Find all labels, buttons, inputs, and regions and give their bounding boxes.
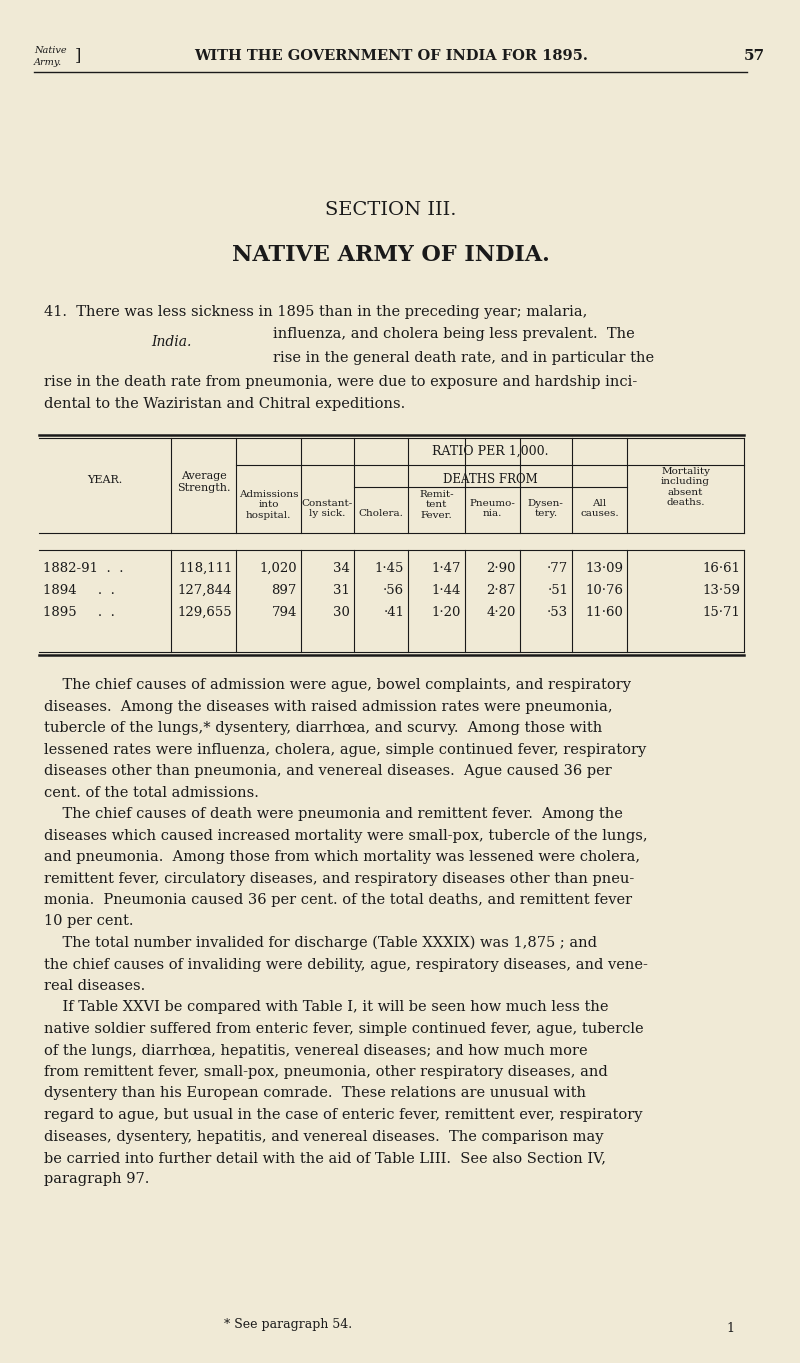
Text: 1·45: 1·45 [375,562,404,574]
Text: 15·71: 15·71 [702,605,740,619]
Text: and pneumonia.  Among those from which mortality was lessened were cholera,: and pneumonia. Among those from which mo… [44,851,640,864]
Text: 127,844: 127,844 [178,583,233,597]
Text: 30: 30 [333,605,350,619]
Text: lessened rates were influenza, cholera, ague, simple continued fever, respirator: lessened rates were influenza, cholera, … [44,743,646,756]
Text: All
causes.: All causes. [580,499,619,518]
Text: real diseases.: real diseases. [44,979,145,994]
Text: Average
Strength.: Average Strength. [177,472,230,492]
Text: Admissions
into
hospital.: Admissions into hospital. [239,491,298,519]
Text: 13·09: 13·09 [585,562,623,574]
Text: 31: 31 [333,583,350,597]
Text: Constant-
ly sick.: Constant- ly sick. [302,499,353,518]
Text: YEAR.: YEAR. [87,474,122,485]
Text: ·77: ·77 [547,562,568,574]
Text: 10·76: 10·76 [585,583,623,597]
Text: 1882-91  .  .: 1882-91 . . [43,562,123,574]
Text: 4·20: 4·20 [486,605,516,619]
Text: Mortality
including
absent
deaths.: Mortality including absent deaths. [661,468,710,507]
Text: be carried into further detail with the aid of Table LIII.  See also Section IV,: be carried into further detail with the … [44,1150,606,1165]
Text: The chief causes of admission were ague, bowel complaints, and respiratory: The chief causes of admission were ague,… [44,677,631,692]
Text: diseases other than pneumonia, and venereal diseases.  Ague caused 36 per: diseases other than pneumonia, and vener… [44,765,612,778]
Text: 794: 794 [271,605,297,619]
Text: 1·44: 1·44 [431,583,461,597]
Text: monia.  Pneumonia caused 36 per cent. of the total deaths, and remittent fever: monia. Pneumonia caused 36 per cent. of … [44,893,632,906]
Text: 34: 34 [333,562,350,574]
Text: the chief causes of invaliding were debility, ague, respiratory diseases, and ve: the chief causes of invaliding were debi… [44,957,648,972]
Text: 1894     .  .: 1894 . . [43,583,115,597]
Text: 2·87: 2·87 [486,583,516,597]
Text: 16·61: 16·61 [702,562,740,574]
Text: Army.: Army. [34,57,62,67]
Text: The total number invalided for discharge (Table XXXIX) was 1,875 ; and: The total number invalided for discharge… [44,936,597,950]
Text: Pneumo-
nia.: Pneumo- nia. [470,499,515,518]
Text: rise in the death rate from pneumonia, were due to exposure and hardship inci-: rise in the death rate from pneumonia, w… [44,375,637,388]
Text: If Table XXVI be compared with Table I, it will be seen how much less the: If Table XXVI be compared with Table I, … [44,1000,609,1014]
Text: dysentery than his European comrade.  These relations are unusual with: dysentery than his European comrade. The… [44,1086,586,1100]
Text: NATIVE ARMY OF INDIA.: NATIVE ARMY OF INDIA. [232,244,550,266]
Text: regard to ague, but usual in the case of enteric fever, remittent ever, respirat: regard to ague, but usual in the case of… [44,1108,642,1122]
Text: 10 per cent.: 10 per cent. [44,915,134,928]
Text: The chief causes of death were pneumonia and remittent fever.  Among the: The chief causes of death were pneumonia… [44,807,623,821]
Text: influenza, and cholera being less prevalent.  The: influenza, and cholera being less preval… [274,327,635,341]
Text: 1,020: 1,020 [259,562,297,574]
Text: from remittent fever, small-pox, pneumonia, other respiratory diseases, and: from remittent fever, small-pox, pneumon… [44,1065,608,1079]
Text: tubercle of the lungs,* dysentery, diarrhœa, and scurvy.  Among those with: tubercle of the lungs,* dysentery, diarr… [44,721,602,735]
Text: 1·47: 1·47 [431,562,461,574]
Text: diseases.  Among the diseases with raised admission rates were pneumonia,: diseases. Among the diseases with raised… [44,699,613,713]
Text: ·41: ·41 [383,605,404,619]
Text: 1: 1 [726,1322,734,1334]
Text: remittent fever, circulatory diseases, and respiratory diseases other than pneu-: remittent fever, circulatory diseases, a… [44,871,634,886]
Text: 1·20: 1·20 [431,605,461,619]
Text: Cholera.: Cholera. [358,508,403,518]
Text: paragraph 97.: paragraph 97. [44,1172,150,1187]
Text: native soldier suffered from enteric fever, simple continued fever, ague, tuberc: native soldier suffered from enteric fev… [44,1022,643,1036]
Text: 41.  There was less sickness in 1895 than in the preceding year; malaria,: 41. There was less sickness in 1895 than… [44,305,587,319]
Text: cent. of the total admissions.: cent. of the total admissions. [44,785,259,800]
Text: 1895     .  .: 1895 . . [43,605,115,619]
Text: 11·60: 11·60 [585,605,623,619]
Text: rise in the general death rate, and in particular the: rise in the general death rate, and in p… [274,352,654,365]
Text: 13·59: 13·59 [702,583,740,597]
Text: SECTION III.: SECTION III. [325,200,456,219]
Text: diseases which caused increased mortality were small-pox, tubercle of the lungs,: diseases which caused increased mortalit… [44,829,647,842]
Text: dental to the Waziristan and Chitral expeditions.: dental to the Waziristan and Chitral exp… [44,397,405,412]
Text: Remit-
tent
Fever.: Remit- tent Fever. [419,491,454,519]
Text: 897: 897 [271,583,297,597]
Text: DEATHS FROM: DEATHS FROM [443,473,538,485]
Text: 118,111: 118,111 [178,562,233,574]
Text: 2·90: 2·90 [486,562,516,574]
Text: ]: ] [74,48,81,64]
Text: India.: India. [151,335,192,349]
Text: ·53: ·53 [547,605,568,619]
Text: diseases, dysentery, hepatitis, and venereal diseases.  The comparison may: diseases, dysentery, hepatitis, and vene… [44,1130,603,1144]
Text: Dysen-
tery.: Dysen- tery. [528,499,564,518]
Text: 57: 57 [744,49,766,63]
Text: ·56: ·56 [383,583,404,597]
Text: ·51: ·51 [547,583,568,597]
Text: 129,655: 129,655 [178,605,233,619]
Text: Native: Native [34,45,67,55]
Text: RATIO PER 1,000.: RATIO PER 1,000. [432,444,549,458]
Text: WITH THE GOVERNMENT OF INDIA FOR 1895.: WITH THE GOVERNMENT OF INDIA FOR 1895. [194,49,587,63]
Text: of the lungs, diarrhœa, hepatitis, venereal diseases; and how much more: of the lungs, diarrhœa, hepatitis, vener… [44,1044,587,1058]
Text: * See paragraph 54.: * See paragraph 54. [224,1318,352,1332]
